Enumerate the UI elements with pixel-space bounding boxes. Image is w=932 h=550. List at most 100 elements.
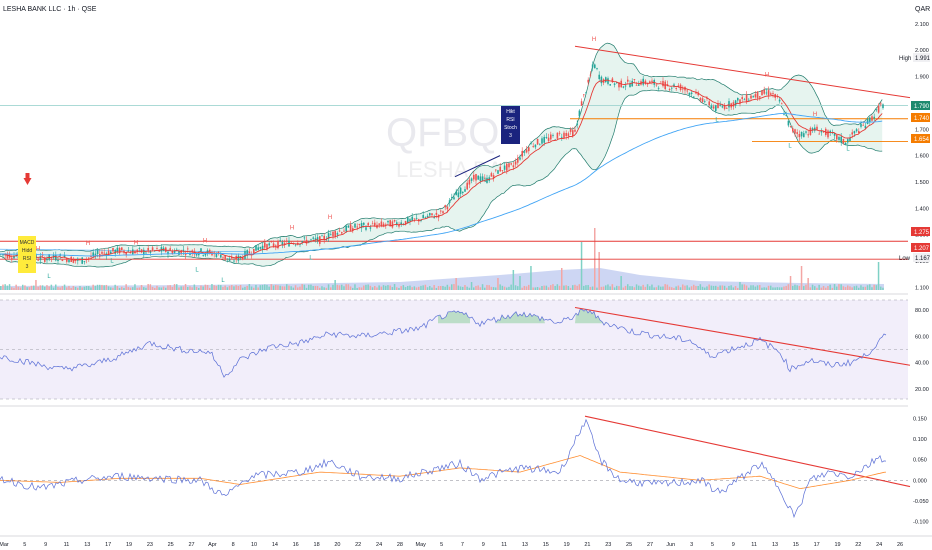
volume-bar [17,286,20,290]
volume-bar [63,284,66,290]
candle-body [6,253,9,259]
volume-bar [798,285,801,290]
volume-bar [796,285,798,290]
low-label-text: Low [899,256,911,262]
candle-body [407,217,409,224]
volume-bar [486,284,488,290]
volume-bar [655,287,658,290]
macd-pane [0,418,887,519]
price-tick: 1.700 [915,127,929,133]
volume-bar [838,284,840,290]
volume-bar [470,282,473,290]
macd-signal-line [0,455,887,490]
time-tick: 20 [334,542,340,548]
volume-bar [644,286,647,290]
volume-bar [74,286,77,290]
bear-divergence-box[interactable]: Hikt RSI Stoch 3 [501,106,520,144]
volume-bar [875,285,878,290]
hl-marker: L [846,146,850,152]
candle-body [811,128,814,131]
candle-body [805,131,807,133]
volume-area [0,268,884,290]
candle-body [778,99,781,102]
volume-bar [44,286,46,290]
volume-bar [275,284,277,290]
volume-bar [519,276,521,290]
volume-bar [853,286,856,290]
candle-body [517,157,519,163]
candle-body [127,250,130,252]
candle-body [528,147,530,152]
volume-bar [523,285,526,290]
volume-bar [743,284,746,290]
candle-body [187,248,189,250]
hl-marker: H [592,37,596,43]
volume-bar [2,284,4,290]
volume-bar [754,286,757,290]
candle-body [677,85,680,87]
low-label-value: 1.167 [915,256,931,262]
candle-body [864,125,867,129]
candle-body [391,221,394,228]
candle-body [536,138,539,145]
volume-bar [334,280,336,290]
volume-bar [176,284,178,290]
candle-body [642,78,644,85]
volume-bar [847,285,849,290]
candle-body [858,131,860,134]
volume-bar [684,285,686,290]
candle-body [717,103,719,109]
candle-body [842,139,845,144]
volume-bar [415,287,418,290]
candle-body [796,132,798,134]
candle-body [844,142,847,145]
volume-bar [272,285,275,290]
candle-body [838,137,840,140]
volume-bar [543,285,545,290]
volume-bar [539,287,541,290]
volume-bar [453,284,455,290]
candle-body [404,220,407,225]
volume-bar [739,282,741,290]
volume-bar [805,284,807,290]
candle-body [699,98,702,101]
candle-body [598,74,600,80]
volume-bar [442,285,444,290]
volume-bar [316,285,319,290]
volume-bar [301,284,303,290]
volume-bar [314,285,317,290]
bull-divergence-box[interactable]: MACD Hidd RSI 3 [18,236,36,273]
volume-bar [398,287,400,290]
time-tick: 23 [605,542,611,548]
time-tick: 9 [732,542,735,548]
candle-body [765,92,768,94]
volume-bar [88,286,90,290]
candle-body [512,165,515,168]
volume-bar [268,286,270,290]
volume-bar [156,285,158,290]
candle-body [622,86,625,88]
macd-tick: -0.100 [913,520,929,526]
volume-bar [0,285,2,290]
time-tick: 10 [251,542,257,548]
volume-bar [778,287,781,290]
volume-bar [536,287,539,290]
volume-bar [475,285,477,290]
volume-bar [292,287,295,290]
volume-bar [675,286,677,290]
candle-body [74,260,77,261]
candle-body [332,231,334,237]
candle-body [462,191,464,194]
time-tick: 27 [188,542,194,548]
candle-body [374,222,376,226]
candle-body [470,178,473,181]
time-tick: 22 [855,542,861,548]
candle-body [107,250,110,255]
volume-bar [72,286,75,290]
candle-body [426,215,429,218]
time-tick: Jun [666,542,675,548]
volume-bar [222,286,224,290]
volume-bar [708,284,710,290]
volume-bar [611,284,614,290]
